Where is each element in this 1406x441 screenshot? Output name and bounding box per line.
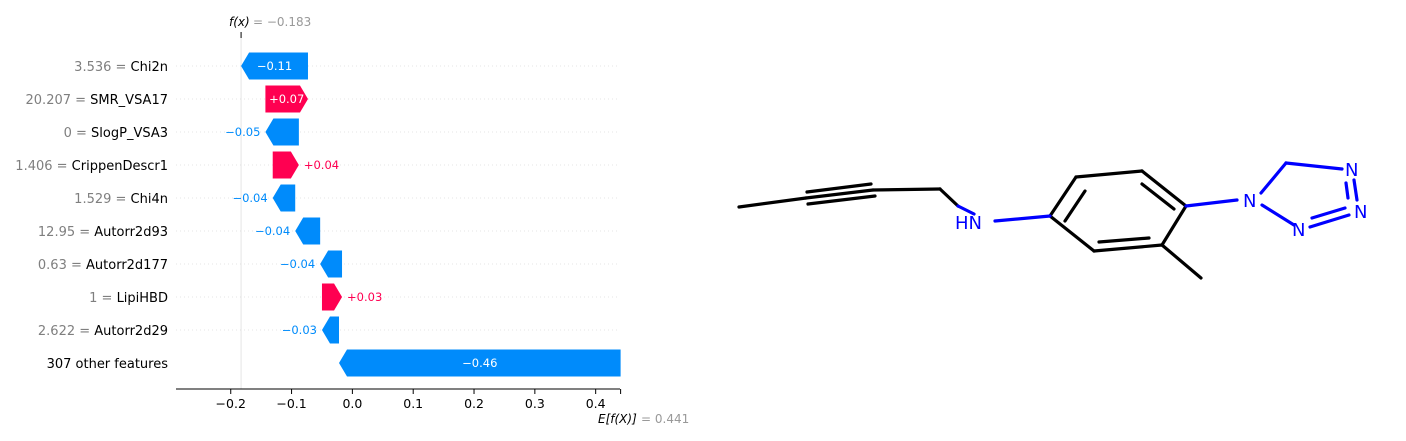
bar-value-label: −0.05 bbox=[225, 125, 260, 139]
grid-layer bbox=[176, 38, 620, 389]
bar-value-label: +0.07 bbox=[269, 92, 304, 106]
feature-label: 3.536 = Chi2n bbox=[74, 60, 168, 75]
bond bbox=[806, 194, 877, 206]
atom-label: N bbox=[1243, 191, 1256, 212]
bar-value-label: −0.03 bbox=[282, 323, 317, 337]
atom-label: HN bbox=[955, 213, 982, 234]
shap-bar bbox=[339, 349, 621, 377]
x-tick-label: 0.1 bbox=[403, 396, 423, 411]
shap-waterfall-chart: 3.536 = Chi2n −0.11 20.207 = SMR_VSA17 +0.0… bbox=[15, 15, 689, 426]
bar-value-label: −0.04 bbox=[232, 191, 267, 205]
fx-value: = −0.183 bbox=[253, 15, 311, 29]
bond bbox=[1160, 204, 1188, 247]
bond bbox=[1160, 243, 1203, 280]
atom-label: N bbox=[1354, 202, 1367, 223]
bond bbox=[805, 182, 873, 194]
bond bbox=[1310, 206, 1347, 220]
x-tick-label: −0.2 bbox=[216, 396, 246, 411]
bond bbox=[1048, 175, 1078, 218]
feature-label: 307 other features bbox=[47, 357, 169, 372]
bar-value-label: +0.03 bbox=[347, 290, 382, 304]
bond bbox=[1284, 161, 1344, 171]
bond bbox=[1063, 189, 1087, 223]
shap-bar bbox=[295, 217, 321, 245]
bar-value-label: −0.04 bbox=[280, 257, 315, 271]
shap-bar bbox=[265, 118, 299, 146]
efx-label: E[f(X)] bbox=[598, 412, 637, 426]
bond bbox=[804, 188, 875, 200]
efx-annotation: E[f(X)] = 0.441 bbox=[598, 412, 689, 426]
feature-label: 1.406 = CrippenDescr1 bbox=[15, 159, 168, 174]
bond bbox=[1140, 169, 1188, 208]
bond bbox=[1259, 161, 1288, 195]
bond bbox=[993, 214, 1052, 223]
bond bbox=[1097, 236, 1151, 244]
shap-bar bbox=[321, 316, 340, 344]
bond bbox=[1092, 243, 1164, 253]
bond bbox=[871, 187, 942, 192]
shap-bar bbox=[272, 151, 299, 179]
feature-label: 2.622 = Autorr2d29 bbox=[38, 324, 168, 339]
bond bbox=[956, 204, 976, 216]
bond bbox=[1260, 203, 1296, 227]
shap-bar bbox=[241, 52, 308, 80]
bond bbox=[1140, 182, 1176, 211]
feature-label: 1.529 = Chi4n bbox=[74, 192, 168, 207]
bar-value-label: −0.04 bbox=[255, 224, 290, 238]
bar-value-label: −0.11 bbox=[257, 59, 292, 73]
bars-layer bbox=[241, 52, 621, 377]
feature-label: 0 = SlogP_VSA3 bbox=[64, 126, 168, 141]
molecule-structure: HN N N N N bbox=[737, 160, 1367, 280]
fx-annotation: f(x) = −0.183 bbox=[229, 15, 311, 29]
bond bbox=[1344, 181, 1350, 200]
shap-bar bbox=[265, 85, 308, 113]
atom-label: N bbox=[1292, 220, 1305, 241]
feature-label: 1 = LipiHBD bbox=[89, 291, 168, 306]
labels-layer: 3.536 = Chi2n −0.11 20.207 = SMR_VSA17 +0.0… bbox=[15, 59, 497, 372]
bar-value-label: +0.04 bbox=[304, 158, 339, 172]
bond bbox=[1074, 169, 1144, 179]
shap-bar bbox=[272, 184, 296, 212]
atom-label: N bbox=[1345, 160, 1358, 181]
feature-label: 20.207 = SMR_VSA17 bbox=[26, 93, 168, 108]
feature-label: 0.63 = Autorr2d177 bbox=[38, 258, 168, 273]
bar-value-label: −0.46 bbox=[462, 356, 497, 370]
x-tick-label: 0.0 bbox=[342, 396, 362, 411]
bond bbox=[1184, 198, 1239, 208]
bond bbox=[1352, 178, 1359, 202]
feature-label: 12.95 = Autorr2d93 bbox=[38, 225, 168, 240]
x-tick-label: 0.4 bbox=[586, 396, 606, 411]
bond bbox=[1308, 213, 1351, 229]
efx-value: = 0.441 bbox=[641, 412, 689, 426]
x-axis: −0.2 −0.1 0.0 0.1 0.2 0.3 0.4 bbox=[176, 32, 622, 411]
fx-label: f(x) bbox=[229, 15, 250, 29]
shap-bar bbox=[321, 283, 343, 311]
bond bbox=[1048, 214, 1096, 253]
x-tick-label: 0.3 bbox=[525, 396, 545, 411]
shap-bar bbox=[320, 250, 343, 278]
bond bbox=[737, 196, 808, 209]
bond bbox=[938, 187, 960, 208]
x-tick-label: −0.1 bbox=[276, 396, 306, 411]
x-tick-label: 0.2 bbox=[464, 396, 484, 411]
